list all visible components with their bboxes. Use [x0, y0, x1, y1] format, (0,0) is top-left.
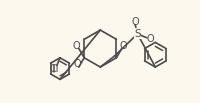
Text: O: O	[119, 41, 127, 51]
Text: O: O	[145, 34, 153, 44]
Text: O: O	[72, 41, 80, 51]
Text: O: O	[73, 59, 81, 69]
Text: O: O	[131, 17, 138, 27]
Text: Cl: Cl	[50, 64, 59, 74]
Text: S: S	[134, 29, 140, 39]
